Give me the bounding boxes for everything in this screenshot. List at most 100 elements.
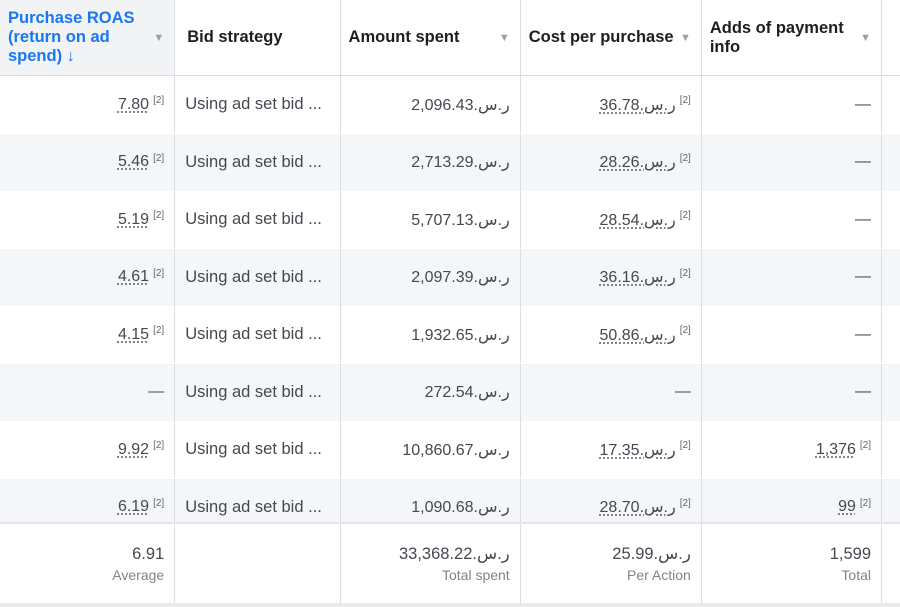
cell-cost-per-purchase-value: — [674,383,691,400]
footnote-marker[interactable]: [2] [679,95,691,106]
cell-adds-payment-info-value: — [855,95,871,113]
cell-cost-per-purchase-value[interactable]: 36.78.ر.س [599,96,676,114]
footer-cpp-label: Per Action [627,567,691,583]
col-header-purchase-roas[interactable]: Purchase ROAS (return on ad spend) ↓ ▼ [0,0,176,75]
cell-purchase-roas: 7.80 [2] [0,76,176,133]
col-header-bid-strategy[interactable]: Bid strategy [175,0,341,75]
cell-adds-payment-info-value: — [855,383,871,400]
footnote-marker[interactable]: [2] [679,267,691,279]
footer-overflow [882,524,900,604]
cell-overflow [882,249,900,306]
table-row[interactable]: — Using ad set bid ... 272.54.ر.س — — [0,363,900,421]
cell-adds-payment-info: — [702,191,882,248]
cell-cost-per-purchase-value[interactable]: 50.86.ر.س [599,326,676,344]
table-row[interactable]: 7.80 [2] Using ad set bid ... 2,096.43.ر.س 3… [0,76,900,133]
cell-overflow [882,306,900,363]
footnote-marker[interactable]: [2] [679,325,691,336]
table-row[interactable]: 5.19 [2] Using ad set bid ... 5,707.13.ر.س 2… [0,191,900,248]
cell-adds-payment-info: 1,376 [2] [702,421,882,478]
footnote-marker[interactable]: [2] [679,210,691,221]
footnote-marker[interactable]: [2] [679,152,691,164]
cell-adds-payment-info: — [702,133,882,191]
col-header-label: Bid strategy [187,28,283,46]
cell-bid-strategy-value: Using ad set bid ... [185,325,322,343]
cell-cost-per-purchase-value[interactable]: 36.16.ر.س [599,269,676,286]
footer-amount-spent: 33,368.22.ر.س Total spent [341,524,521,604]
cell-cost-per-purchase-value[interactable]: 28.54.ر.س [599,211,676,229]
cell-amount-spent: 10,860.67.ر.س [341,421,521,478]
sort-caret-icon[interactable]: ▼ [679,31,691,44]
cell-purchase-roas-value[interactable]: 5.46 [117,153,150,170]
cell-amount-spent-value: 1,090.68.ر.س [411,499,510,516]
cell-bid-strategy-value: Using ad set bid ... [185,440,322,458]
footnote-marker[interactable]: [2] [859,440,871,451]
sort-caret-icon[interactable]: ▼ [860,31,871,44]
footer-cost-per-purchase: 25.99.ر.س Per Action [521,524,702,604]
cell-purchase-roas: 6.19 [2] [0,478,176,536]
cell-amount-spent: 1,932.65.ر.س [341,306,521,363]
sort-caret-icon[interactable]: ▼ [153,31,165,44]
cell-amount-spent-value: 2,713.29.ر.س [411,154,510,171]
cell-purchase-roas-value[interactable]: 5.19 [117,210,150,228]
cell-purchase-roas-value[interactable]: 4.15 [117,325,150,343]
footer-spent-value: 33,368.22.ر.س [399,545,510,563]
table-row[interactable]: 4.61 [2] Using ad set bid ... 2,097.39.ر.س 3… [0,248,900,306]
col-header-adds-of-payment-info[interactable]: Adds of payment info ▼ [702,0,882,75]
footer-spent-label: Total spent [441,567,510,583]
footnote-marker[interactable]: [2] [153,497,165,509]
col-header-cost-per-purchase[interactable]: Cost per purchase ▼ [521,0,702,75]
cell-adds-payment-info: — [702,76,882,133]
footnote-marker[interactable]: [2] [153,152,165,164]
cell-purchase-roas-value[interactable]: 7.80 [117,95,150,113]
cell-amount-spent: 2,096.43.ر.س [341,76,521,133]
table-footer-totals: 6.91 Average 33,368.22.ر.س Total spent 2… [0,522,900,604]
footer-adds-payment-info: 1,599 Total [702,524,882,604]
table-row[interactable]: 9.92 [2] Using ad set bid ... 10,860.67.ر.س… [0,421,900,478]
cell-adds-payment-info-value[interactable]: 1,376 [815,440,856,458]
footnote-marker[interactable]: [2] [153,440,165,451]
table-bottom-border [0,603,900,607]
footnote-marker[interactable]: [2] [153,95,165,106]
cell-purchase-roas-value[interactable]: 4.61 [117,268,150,285]
cell-adds-payment-info-value[interactable]: 99 [838,498,856,515]
cell-purchase-roas: 5.46 [2] [0,133,176,191]
col-header-label: Adds of payment info [709,18,844,56]
cell-cost-per-purchase: 17.35.ر.س [2] [521,421,702,478]
cell-cost-per-purchase-value[interactable]: 17.35.ر.س [599,441,676,459]
cell-purchase-roas-value[interactable]: 9.92 [117,440,150,458]
footnote-marker[interactable]: [2] [679,440,691,451]
cell-cost-per-purchase: 28.26.ر.س [2] [521,133,702,191]
cell-bid-strategy: Using ad set bid ... [175,133,341,191]
cell-adds-payment-info: — [702,363,882,421]
footer-cpp-value: 25.99.ر.س [612,545,691,563]
sort-caret-icon[interactable]: ▼ [498,31,510,44]
cell-purchase-roas-value[interactable]: 6.19 [117,498,150,515]
cell-amount-spent-value: 272.54.ر.س [424,384,510,401]
footnote-marker[interactable]: [2] [859,497,871,509]
cell-amount-spent-value: 10,860.67.ر.س [402,441,510,459]
cell-amount-spent-value: 1,932.65.ر.س [411,326,510,344]
footnote-marker[interactable]: [2] [153,210,165,221]
cell-overflow [882,134,900,191]
cell-bid-strategy-value: Using ad set bid ... [185,95,322,113]
cell-purchase-roas-value: — [148,383,165,400]
cell-cost-per-purchase: 28.70.ر.س [2] [521,478,702,536]
footnote-marker[interactable]: [2] [679,497,691,509]
cell-overflow [882,421,900,478]
footer-roas-value: 6.91 [132,545,165,563]
cell-bid-strategy: Using ad set bid ... [175,421,341,478]
col-header-label: Purchase ROAS (return on ad spend) ↓ [8,9,135,65]
footnote-marker[interactable]: [2] [153,325,165,336]
cell-bid-strategy-value: Using ad set bid ... [185,382,322,401]
cell-purchase-roas: — [0,363,176,421]
cell-amount-spent-value: 5,707.13.ر.س [411,211,510,229]
footnote-marker[interactable]: [2] [153,267,165,279]
col-header-amount-spent[interactable]: Amount spent ▼ [341,0,521,75]
cell-adds-payment-info: 99 [2] [702,478,882,536]
table-row[interactable]: 4.15 [2] Using ad set bid ... 1,932.65.ر.س 5… [0,306,900,363]
cell-overflow [882,76,900,133]
cell-cost-per-purchase-value[interactable]: 28.26.ر.س [599,154,676,171]
table-row[interactable]: 5.46 [2] Using ad set bid ... 2,713.29.ر.س 2… [0,133,900,191]
cell-cost-per-purchase-value[interactable]: 28.70.ر.س [599,499,676,516]
